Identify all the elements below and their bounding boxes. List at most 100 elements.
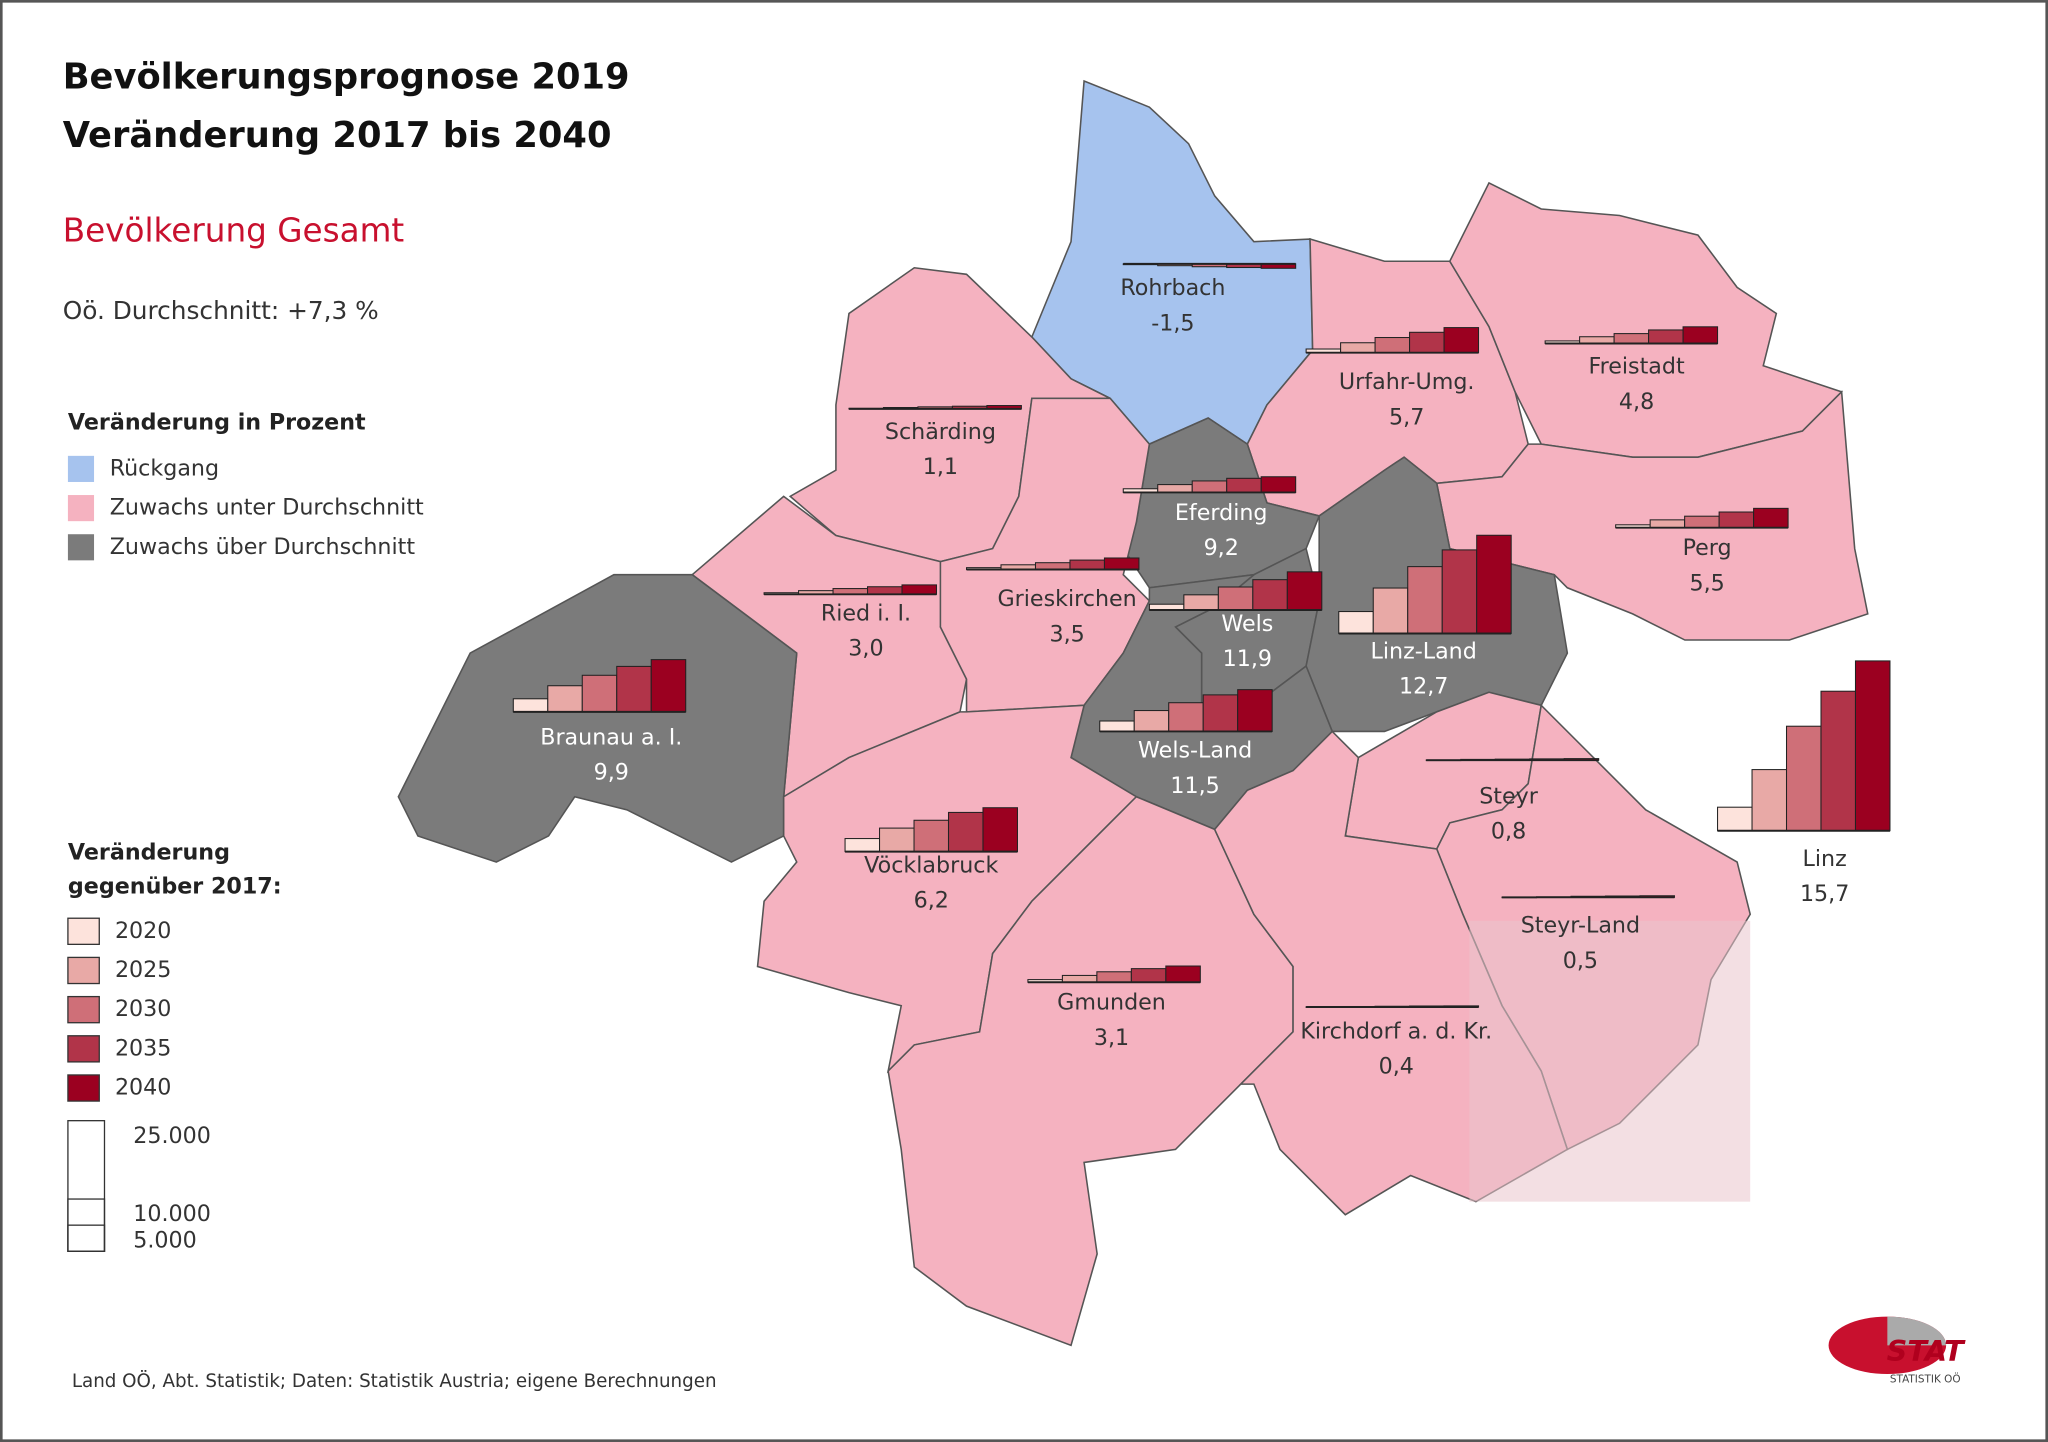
change-bar (879, 827, 915, 853)
title-line-2: Veränderung 2017 bis 2040 (63, 115, 612, 156)
change-bar (844, 838, 881, 853)
scale-label: 25.000 (133, 1123, 211, 1149)
change-bar (1165, 965, 1201, 983)
change-bar (1252, 579, 1288, 611)
district-name: Perg (1683, 535, 1732, 561)
change-bar (1034, 562, 1071, 571)
change-bar (982, 807, 1018, 853)
change-bar (547, 685, 583, 713)
size-legend-heading-1: Veränderung (68, 839, 230, 865)
logo-text: STAT (1887, 1334, 1967, 1368)
change-bar (1443, 327, 1480, 354)
change-bar (1579, 336, 1615, 345)
overlay-shade (1469, 920, 1751, 1202)
scale-box (67, 1224, 106, 1252)
change-bar (1103, 557, 1140, 571)
year-label: 2020 (115, 918, 171, 944)
district-area (1448, 181, 1844, 458)
scale-label: 5.000 (133, 1227, 197, 1253)
change-bar (1217, 586, 1254, 611)
district-name: Steyr-Land (1521, 913, 1640, 939)
year-swatch (67, 917, 100, 945)
change-bar (616, 665, 652, 713)
year-label: 2030 (115, 996, 171, 1022)
legend-label: Rückgang (110, 455, 219, 481)
district-area (939, 397, 1151, 713)
change-bar (1096, 971, 1132, 983)
year-label: 2025 (115, 957, 171, 983)
change-bar (1476, 534, 1512, 635)
district-name: Freistadt (1588, 354, 1685, 380)
change-bar (1718, 511, 1755, 529)
change-bar (1133, 710, 1170, 732)
change-bar (1099, 720, 1135, 732)
title-line-1: Bevölkerungsprognose 2019 (63, 56, 630, 97)
change-bar (650, 659, 687, 713)
district-value: 9,2 (1204, 535, 1239, 561)
year-label: 2040 (115, 1075, 171, 1101)
district-name: Steyr (1479, 783, 1539, 809)
district-name: Grieskirchen (997, 586, 1136, 612)
district-value: 9,9 (594, 760, 629, 786)
change-bar (1682, 326, 1719, 345)
size-legend-heading-2: gegenüber 2017: (68, 873, 282, 899)
district-value: 0,8 (1491, 819, 1526, 845)
change-bar (1130, 968, 1167, 983)
district-name: Linz-Land (1370, 638, 1476, 664)
change-bar (1069, 559, 1105, 571)
district-value: 5,5 (1689, 570, 1724, 596)
change-bar (1854, 660, 1891, 832)
change-bar (1191, 480, 1228, 493)
district-area (397, 573, 798, 863)
district-value: 3,5 (1049, 621, 1084, 647)
change-bar (1753, 507, 1789, 529)
legend-swatch (67, 534, 95, 561)
district-value: -1,5 (1151, 310, 1194, 336)
change-bar (1649, 519, 1686, 529)
overlay: Rohrbach -1,5 Urfahr-Umg. 5,7 Freistadt 4,8 Sc… (512, 262, 1891, 1080)
change-bar (1820, 690, 1856, 832)
change-bar (1338, 611, 1374, 635)
district-name: Gmunden (1057, 990, 1166, 1016)
year-swatch (67, 1035, 100, 1063)
change-bar (1785, 725, 1822, 832)
change-bar (1157, 484, 1193, 493)
district-value: 11,5 (1170, 773, 1219, 799)
change-bar (1648, 329, 1684, 345)
change-bar (1407, 566, 1443, 635)
district-name: Ried i. I. (821, 600, 911, 626)
change-bar (1409, 331, 1445, 354)
year-swatch (67, 1074, 100, 1102)
district-value: 11,9 (1223, 646, 1272, 672)
change-bar (1183, 594, 1219, 611)
district-name: Rohrbach (1120, 275, 1225, 301)
district-name: Wels (1221, 611, 1273, 637)
district-value: 4,8 (1619, 389, 1654, 415)
year-swatch (67, 956, 100, 985)
source-note: Land OÖ, Abt. Statistik; Daten: Statisti… (72, 1370, 717, 1392)
change-bar (867, 586, 903, 595)
district-name: Schärding (885, 419, 996, 445)
district-value: 0,4 (1379, 1054, 1414, 1080)
change-bar (1751, 769, 1788, 832)
year-swatch (67, 995, 100, 1024)
average: Oö. Durchschnitt: +7,3 % (63, 296, 379, 325)
district-value: 6,2 (914, 888, 949, 914)
legend-label: Zuwachs unter Durchschnitt (110, 495, 424, 521)
change-bar (1061, 974, 1098, 983)
district-value: 5,7 (1389, 404, 1424, 430)
change-bar (581, 674, 618, 713)
change-bar (1684, 515, 1720, 529)
change-bar (1260, 476, 1297, 493)
district-name: Braunau a. I. (540, 724, 682, 750)
district-value: 3,0 (848, 636, 883, 662)
change-bar (1286, 571, 1323, 611)
district-value: 3,1 (1094, 1025, 1129, 1051)
change-bar (1717, 806, 1753, 832)
district-name: Kirchdorf a. d. Kr. (1300, 1018, 1492, 1044)
change-bar (913, 819, 950, 853)
change-bar (1168, 702, 1204, 732)
change-bar (1613, 333, 1650, 345)
legend-swatch (67, 495, 95, 522)
